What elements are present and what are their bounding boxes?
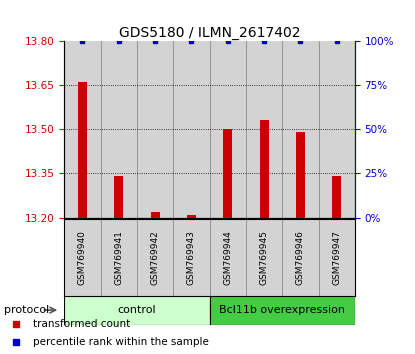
Bar xyxy=(114,176,123,218)
Text: GSM769942: GSM769942 xyxy=(151,230,160,285)
Bar xyxy=(223,129,232,218)
Bar xyxy=(210,41,246,218)
Bar xyxy=(78,82,87,218)
Bar xyxy=(319,41,355,218)
Text: control: control xyxy=(117,305,156,315)
Text: GSM769943: GSM769943 xyxy=(187,230,196,285)
Bar xyxy=(296,132,305,218)
Bar xyxy=(151,212,160,218)
Text: GSM769941: GSM769941 xyxy=(114,230,123,285)
Text: protocol: protocol xyxy=(4,305,49,315)
Text: GSM769945: GSM769945 xyxy=(259,230,269,285)
Text: Bcl11b overexpression: Bcl11b overexpression xyxy=(219,305,345,315)
Text: GSM769944: GSM769944 xyxy=(223,230,232,285)
Text: percentile rank within the sample: percentile rank within the sample xyxy=(33,337,208,347)
Bar xyxy=(64,41,101,218)
Bar xyxy=(64,296,210,325)
Bar xyxy=(246,41,282,218)
Bar xyxy=(282,41,319,218)
Bar xyxy=(332,176,341,218)
Text: GSM769946: GSM769946 xyxy=(296,230,305,285)
Bar xyxy=(137,41,173,218)
Title: GDS5180 / ILMN_2617402: GDS5180 / ILMN_2617402 xyxy=(119,26,300,40)
Bar xyxy=(259,120,269,218)
Bar xyxy=(101,41,137,218)
Bar xyxy=(187,215,196,218)
Bar xyxy=(210,296,355,325)
Bar xyxy=(173,41,210,218)
Text: GSM769940: GSM769940 xyxy=(78,230,87,285)
Text: transformed count: transformed count xyxy=(33,319,130,329)
Text: GSM769947: GSM769947 xyxy=(332,230,341,285)
